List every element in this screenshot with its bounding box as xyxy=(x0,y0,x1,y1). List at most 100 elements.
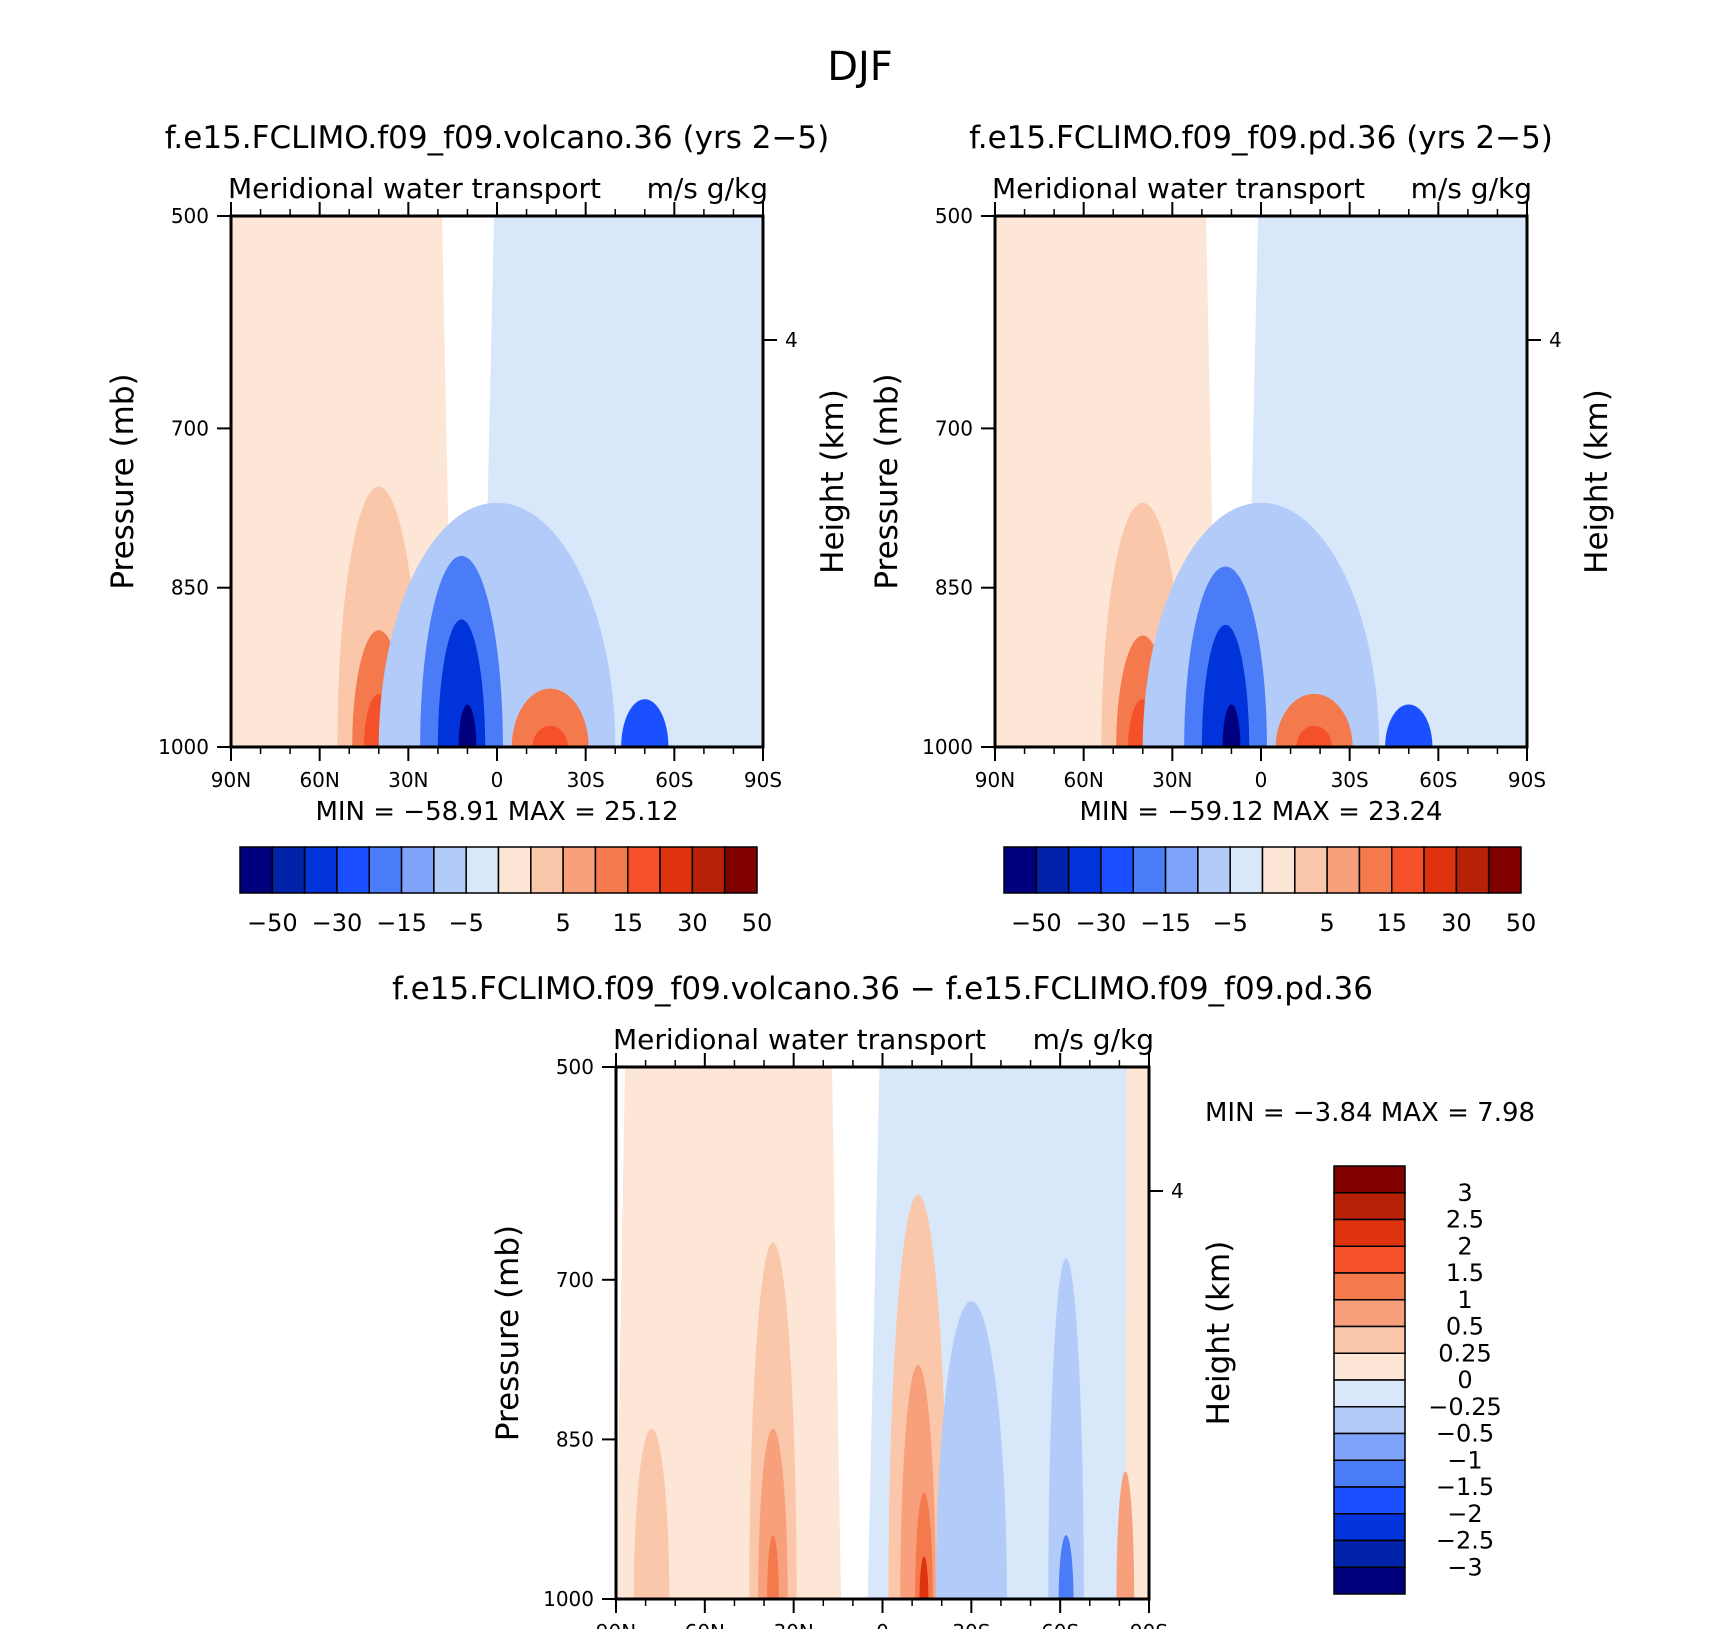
colorbar-box xyxy=(1229,846,1264,894)
left-subtitle: Meridional water transport xyxy=(613,1023,986,1056)
colorbar-box xyxy=(1333,1325,1406,1354)
ytick-label: 500 xyxy=(556,1055,594,1079)
ytick-label: 500 xyxy=(935,204,973,228)
xtick-label: 90N xyxy=(596,1620,636,1629)
colorbar-box xyxy=(1358,846,1393,894)
contour-region-12 xyxy=(621,699,669,747)
panel-title: f.e15.FCLIMO.f09_f09.volcano.36 − f.e15.… xyxy=(392,971,1373,1007)
colorbar-box xyxy=(1333,1165,1406,1194)
colorbar-label: −3 xyxy=(1447,1553,1482,1581)
right-subtitle: m/s g/kg xyxy=(1033,1023,1154,1056)
colorbar-box xyxy=(1423,846,1458,894)
contour-region-13 xyxy=(1058,1535,1074,1599)
colorbar-box xyxy=(1487,846,1522,894)
colorbar-box xyxy=(336,846,370,894)
contour-region-10 xyxy=(1275,693,1353,747)
colorbar-label: −5 xyxy=(1212,909,1247,937)
ytick-label: 700 xyxy=(935,416,973,440)
colorbar-label: −1 xyxy=(1447,1446,1482,1474)
colorbar-box xyxy=(1333,1352,1406,1381)
xtick-label: 60N xyxy=(685,1620,725,1629)
colorbar-label: 3 xyxy=(1457,1179,1472,1207)
colorbar-box xyxy=(368,846,403,894)
ytick-label: 850 xyxy=(935,576,973,600)
colorbar-label: 15 xyxy=(612,909,643,937)
colorbar-box xyxy=(1326,846,1361,894)
colorbar-label: −0.5 xyxy=(1436,1420,1494,1448)
colorbar-label: −0.25 xyxy=(1428,1393,1502,1421)
ytick-label: 700 xyxy=(171,416,209,440)
y-axis-right-label: Height (km) xyxy=(815,389,851,574)
xtick-label: 60S xyxy=(655,768,693,792)
colorbar-label: −50 xyxy=(247,909,298,937)
colorbar-box xyxy=(271,846,306,894)
xtick-label: 30N xyxy=(1152,768,1192,792)
colorbar-box xyxy=(1197,846,1231,894)
colorbar-label: −5 xyxy=(448,909,483,937)
xtick-label: 30N xyxy=(773,1620,813,1629)
colorbar-box xyxy=(465,846,500,894)
contour-region-12 xyxy=(1048,1258,1084,1599)
contour-fill xyxy=(231,216,763,747)
colorbar-label: −30 xyxy=(1076,909,1127,937)
panel-title: f.e15.FCLIMO.f09_f09.pd.36 (yrs 2−5) xyxy=(969,120,1553,156)
colorbar-label: 2.5 xyxy=(1446,1206,1484,1234)
colorbar-box xyxy=(1333,1272,1406,1301)
right-subtitle: m/s g/kg xyxy=(1411,172,1532,205)
ytick-right-label: 4 xyxy=(1549,328,1562,352)
colorbar-label: −15 xyxy=(376,909,427,937)
xtick-label: 60S xyxy=(1419,768,1457,792)
colorbar-box xyxy=(530,846,564,894)
contour-region-10 xyxy=(919,1556,929,1599)
colorbar-label: 30 xyxy=(677,909,708,937)
xtick-label: 60S xyxy=(1041,1620,1079,1629)
colorbar-box xyxy=(691,846,726,894)
colorbar-label: 15 xyxy=(1376,909,1407,937)
colorbar-box xyxy=(303,846,338,894)
colorbar-box xyxy=(1333,1299,1406,1328)
colorbar-box xyxy=(433,846,467,894)
colorbar-box xyxy=(497,846,532,894)
panel-title: f.e15.FCLIMO.f09_f09.volcano.36 (yrs 2−5… xyxy=(165,120,830,156)
colorbar-box xyxy=(1067,846,1102,894)
colorbar-box xyxy=(1333,1379,1406,1408)
colorbar-box xyxy=(1333,1513,1406,1542)
colorbar-label: 5 xyxy=(1319,909,1334,937)
ytick-label: 1000 xyxy=(543,1587,594,1611)
colorbar-box xyxy=(723,846,758,894)
contour-region-11 xyxy=(935,1301,1007,1599)
xtick-label: 30N xyxy=(388,768,428,792)
colorbar-box xyxy=(1003,846,1038,894)
colorbar-label: 5 xyxy=(555,909,570,937)
colorbar-label: −50 xyxy=(1011,909,1062,937)
colorbar-box xyxy=(1333,1539,1406,1568)
colorbar-label: −15 xyxy=(1140,909,1191,937)
xtick-label: 0 xyxy=(876,1620,889,1629)
y-axis-right-label: Height (km) xyxy=(1201,1241,1237,1426)
colorbar-box xyxy=(1333,1432,1406,1461)
colorbar-box xyxy=(1391,846,1425,894)
xtick-label: 0 xyxy=(491,768,504,792)
xtick-label: 90S xyxy=(1508,768,1546,792)
contour-region-12 xyxy=(1385,704,1433,747)
contour-region-10 xyxy=(511,688,589,747)
colorbar-box xyxy=(239,846,274,894)
y-axis-right-label: Height (km) xyxy=(1579,389,1615,574)
y-axis-label: Pressure (mb) xyxy=(490,1225,526,1441)
xtick-label: 60N xyxy=(299,768,339,792)
colorbar-box xyxy=(1333,1245,1406,1274)
colorbar-label: 50 xyxy=(742,909,773,937)
panel-1: f.e15.FCLIMO.f09_f09.volcano.36 (yrs 2−5… xyxy=(105,120,851,937)
y-axis-label: Pressure (mb) xyxy=(869,373,905,589)
ytick-label: 850 xyxy=(171,576,209,600)
ytick-label: 500 xyxy=(171,204,209,228)
contour-region-9 xyxy=(915,1492,933,1599)
contour-region-5 xyxy=(758,1428,788,1599)
xtick-label: 60N xyxy=(1063,768,1103,792)
ytick-label: 1000 xyxy=(158,735,209,759)
colorbar-box xyxy=(562,846,597,894)
min-max-stats: MIN = −59.12 MAX = 23.24 xyxy=(1079,797,1442,827)
contour-region-11 xyxy=(532,725,568,747)
colorbar-label: 0 xyxy=(1457,1366,1472,1394)
